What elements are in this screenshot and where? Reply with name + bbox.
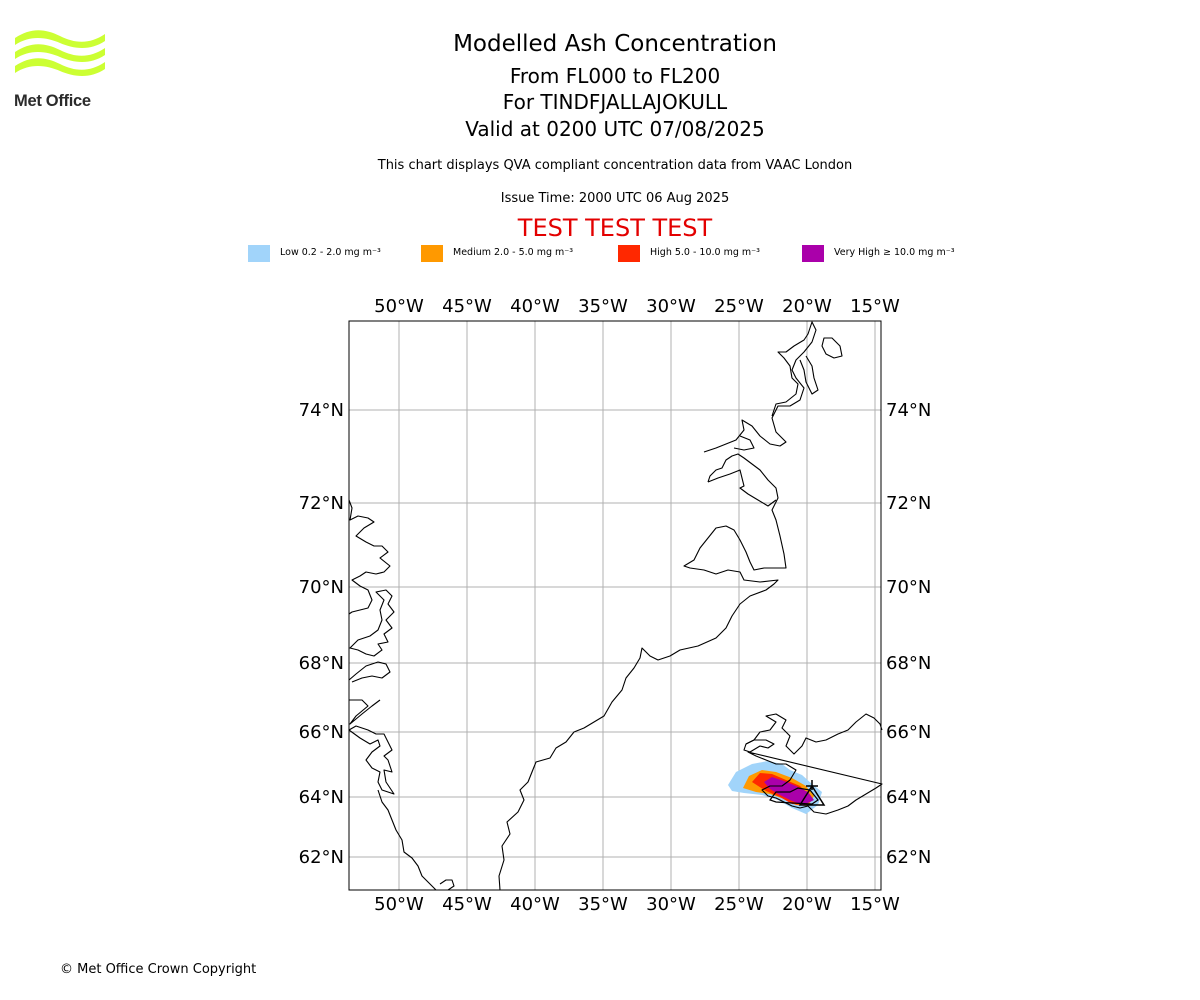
lat-tick-label-right: 68°N xyxy=(886,653,931,674)
lon-tick-label-bottom: 45°W xyxy=(442,894,492,915)
latitude-labels-right: 74°N 72°N 70°N 68°N 66°N 64°N 62°N xyxy=(886,400,931,868)
lon-tick-label-bottom: 15°W xyxy=(850,894,900,915)
lon-tick-label-top: 35°W xyxy=(578,296,628,317)
lat-tick-label-right: 66°N xyxy=(886,722,931,743)
greenland-west-inlet-3 xyxy=(349,699,381,725)
greenland-fjord-2 xyxy=(703,321,817,453)
lat-tick-label-right: 70°N xyxy=(886,577,931,598)
lat-tick-label-left: 74°N xyxy=(299,400,344,421)
lon-tick-label-bottom: 20°W xyxy=(782,894,832,915)
lon-tick-label-top: 45°W xyxy=(442,296,492,317)
issue-time: Issue Time: 2000 UTC 06 Aug 2025 xyxy=(500,191,730,206)
logo-wordmark: Met Office xyxy=(14,92,91,110)
met-office-waves-icon xyxy=(15,30,105,76)
longitude-labels-top: 50°W 45°W 40°W 35°W 30°W 25°W 20°W 15°W xyxy=(374,296,900,317)
chart-description: This chart displays QVA compliant concen… xyxy=(377,158,853,173)
greenland-east-coast xyxy=(498,453,787,891)
greenland-west-inlet-2 xyxy=(348,661,391,683)
flight-level-range: From FL000 to FL200 xyxy=(509,64,721,88)
lon-tick-label-top: 30°W xyxy=(646,296,696,317)
test-banner: TEST TEST TEST xyxy=(517,214,713,242)
iceland-westfjords xyxy=(743,739,775,753)
legend-swatch-medium xyxy=(421,245,443,262)
greenland-west-islet xyxy=(439,879,455,891)
greenland-west-coast-south xyxy=(348,725,437,891)
volcano-name: For TINDFJALLAJOKULL xyxy=(502,90,728,114)
lon-tick-label-top: 20°W xyxy=(782,296,832,317)
legend-swatch-very-high xyxy=(802,245,824,262)
longitude-labels-bottom: 50°W 45°W 40°W 35°W 30°W 25°W 20°W 15°W xyxy=(374,894,900,915)
lon-tick-label-top: 50°W xyxy=(374,296,424,317)
concentration-legend: Low 0.2 - 2.0 mg m⁻³ Medium 2.0 - 5.0 mg… xyxy=(248,244,1028,264)
legend-label-low: Low 0.2 - 2.0 mg m⁻³ xyxy=(280,247,381,258)
legend-label-very-high: Very High ≥ 10.0 mg m⁻³ xyxy=(834,247,955,258)
map-frame xyxy=(348,320,882,891)
lat-tick-label-left: 66°N xyxy=(299,722,344,743)
coastlines xyxy=(348,321,883,891)
lon-tick-label-top: 15°W xyxy=(850,296,900,317)
lon-tick-label-bottom: 50°W xyxy=(374,894,424,915)
greenland-fjord-1 xyxy=(707,469,777,507)
ash-very-high-area xyxy=(764,777,814,805)
legend-swatch-high xyxy=(618,245,640,262)
copyright-notice: © Met Office Crown Copyright xyxy=(60,962,257,977)
lon-tick-label-bottom: 25°W xyxy=(714,894,764,915)
lat-tick-label-right: 62°N xyxy=(886,847,931,868)
chart-title: Modelled Ash Concentration xyxy=(453,31,777,57)
greenland-fjord-3 xyxy=(799,355,819,395)
lat-tick-label-left: 62°N xyxy=(299,847,344,868)
lat-tick-label-left: 68°N xyxy=(299,653,344,674)
greenland-island-ne xyxy=(821,337,843,359)
legend-label-high: High 5.0 - 10.0 mg m⁻³ xyxy=(650,247,760,258)
greenland-west-inlet-1 xyxy=(349,589,395,657)
latitude-labels-left: 74°N 72°N 70°N 68°N 66°N 64°N 62°N xyxy=(299,400,344,868)
legend-label-medium: Medium 2.0 - 5.0 mg m⁻³ xyxy=(453,247,574,258)
ash-plume xyxy=(728,761,822,814)
lat-tick-label-right: 72°N xyxy=(886,493,931,514)
valid-time: Valid at 0200 UTC 07/08/2025 xyxy=(465,117,765,141)
lon-tick-label-bottom: 40°W xyxy=(510,894,560,915)
lon-tick-label-bottom: 35°W xyxy=(578,894,628,915)
ash-plume-outline xyxy=(769,787,819,805)
lon-tick-label-bottom: 30°W xyxy=(646,894,696,915)
lat-tick-label-left: 64°N xyxy=(299,787,344,808)
lat-tick-label-right: 64°N xyxy=(886,787,931,808)
legend-swatch-low xyxy=(248,245,270,262)
lat-tick-label-left: 70°N xyxy=(299,577,344,598)
volcano-triangle-icon xyxy=(798,780,826,806)
met-office-logo: Met Office xyxy=(14,30,106,112)
iceland-coast xyxy=(745,713,883,815)
lon-tick-label-top: 25°W xyxy=(714,296,764,317)
lon-tick-label-top: 40°W xyxy=(510,296,560,317)
lat-tick-label-right: 74°N xyxy=(886,400,931,421)
lat-tick-label-left: 72°N xyxy=(299,493,344,514)
greenland-fjord-4 xyxy=(733,435,755,451)
greenland-west-coast xyxy=(348,499,391,615)
